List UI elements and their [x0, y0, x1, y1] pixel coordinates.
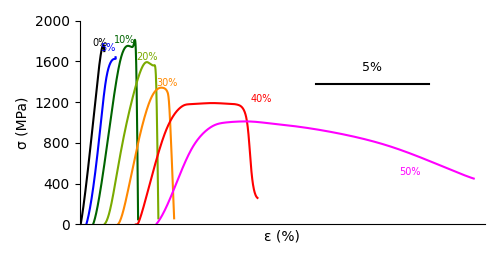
- Text: 20%: 20%: [136, 52, 158, 62]
- X-axis label: ε (%): ε (%): [264, 230, 300, 244]
- Text: 5%: 5%: [100, 43, 115, 53]
- Text: 5%: 5%: [362, 61, 382, 74]
- Text: 30%: 30%: [156, 78, 178, 88]
- Text: 10%: 10%: [114, 35, 136, 45]
- Y-axis label: σ (MPa): σ (MPa): [15, 96, 29, 149]
- Text: 50%: 50%: [400, 167, 421, 177]
- Text: 40%: 40%: [250, 94, 272, 104]
- Text: 0%: 0%: [92, 38, 107, 48]
